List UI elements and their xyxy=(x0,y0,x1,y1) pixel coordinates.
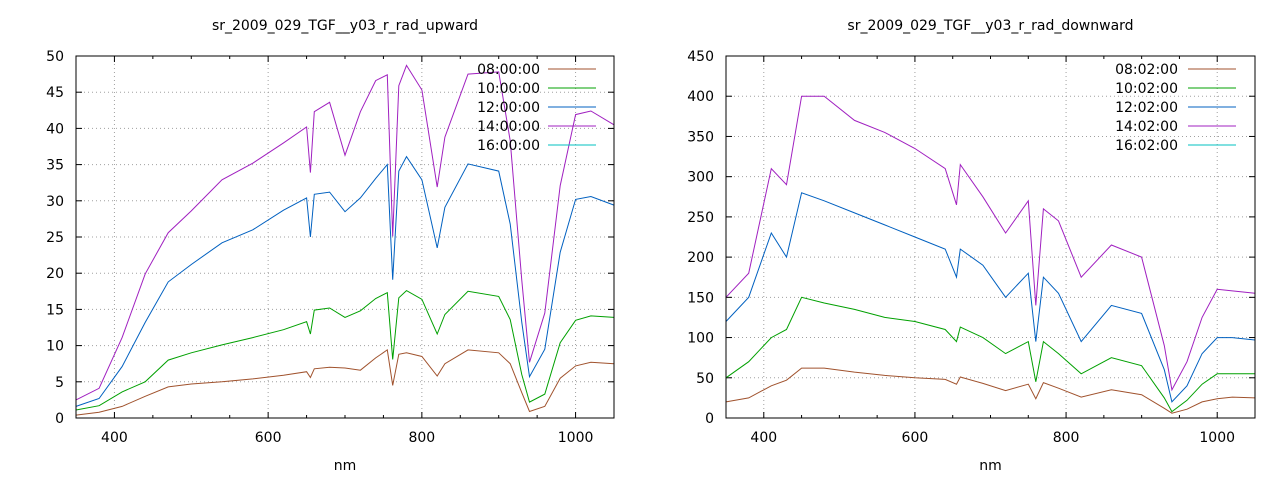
series-line-080000 xyxy=(75,349,615,416)
legend-label: 12:00:00 xyxy=(477,100,540,116)
x-tick-label: 400 xyxy=(101,430,128,446)
x-axis-label: nm xyxy=(979,458,1002,474)
y-tick-label: 250 xyxy=(687,210,714,226)
legend-label: 14:02:00 xyxy=(1115,119,1178,135)
series-line-080200 xyxy=(725,367,1256,414)
legend-label: 16:00:00 xyxy=(477,138,540,154)
legend-label: 08:00:00 xyxy=(477,62,540,78)
y-tick-label: 200 xyxy=(687,250,714,266)
y-tick-label: 150 xyxy=(687,290,714,306)
x-tick-label: 800 xyxy=(408,430,435,446)
y-tick-label: 15 xyxy=(46,302,64,318)
y-tick-label: 45 xyxy=(46,85,64,101)
x-tick-label: 600 xyxy=(255,430,282,446)
legend-label: 16:02:00 xyxy=(1115,138,1178,154)
series-line-100200 xyxy=(725,296,1255,413)
plot-frame xyxy=(75,55,615,419)
y-tick-label: 350 xyxy=(687,129,714,145)
y-tick-label: 40 xyxy=(46,121,64,137)
y-tick-label: 10 xyxy=(46,339,64,355)
legend-label: 08:02:00 xyxy=(1115,62,1178,78)
x-tick-label: 800 xyxy=(1053,430,1080,446)
y-tick-label: 100 xyxy=(687,331,714,347)
y-tick-label: 5 xyxy=(55,375,64,391)
legend-label: 10:00:00 xyxy=(477,81,540,97)
series-line-100000 xyxy=(75,289,615,411)
chart-title: sr_2009_029_TGF__y03_r_rad_upward xyxy=(212,18,478,34)
legend-label: 12:02:00 xyxy=(1115,100,1178,116)
series-line-120000 xyxy=(75,155,615,407)
series-line-140200 xyxy=(725,95,1256,392)
downward-chart: sr_2009_029_TGF__y03_r_rad_downward 400 60… xyxy=(687,18,1256,474)
legend-label: 14:00:00 xyxy=(477,119,540,135)
y-tick-label: 400 xyxy=(687,89,714,105)
series-line-140000 xyxy=(75,64,615,401)
y-tick-label: 50 xyxy=(46,49,64,65)
legend-label: 10:02:00 xyxy=(1115,81,1178,97)
y-tick-label: 300 xyxy=(687,170,714,186)
y-tick-label: 35 xyxy=(46,158,64,174)
x-tick-label: 1000 xyxy=(558,430,594,446)
x-tick-label: 1000 xyxy=(1199,430,1235,446)
y-tick-label: 0 xyxy=(55,411,64,427)
x-axis-label: nm xyxy=(334,458,357,474)
x-tick-label: 600 xyxy=(902,430,929,446)
y-tick-label: 25 xyxy=(46,230,64,246)
chart-title: sr_2009_029_TGF__y03_r_rad_downward xyxy=(847,18,1133,34)
x-tick-label: 400 xyxy=(750,430,777,446)
y-tick-label: 20 xyxy=(46,266,64,282)
y-tick-label: 50 xyxy=(696,371,714,387)
y-tick-label: 0 xyxy=(705,411,714,427)
plot-frame xyxy=(725,55,1256,419)
y-tick-label: 30 xyxy=(46,194,64,210)
y-tick-label: 450 xyxy=(687,49,714,65)
series-line-120200 xyxy=(725,192,1256,403)
